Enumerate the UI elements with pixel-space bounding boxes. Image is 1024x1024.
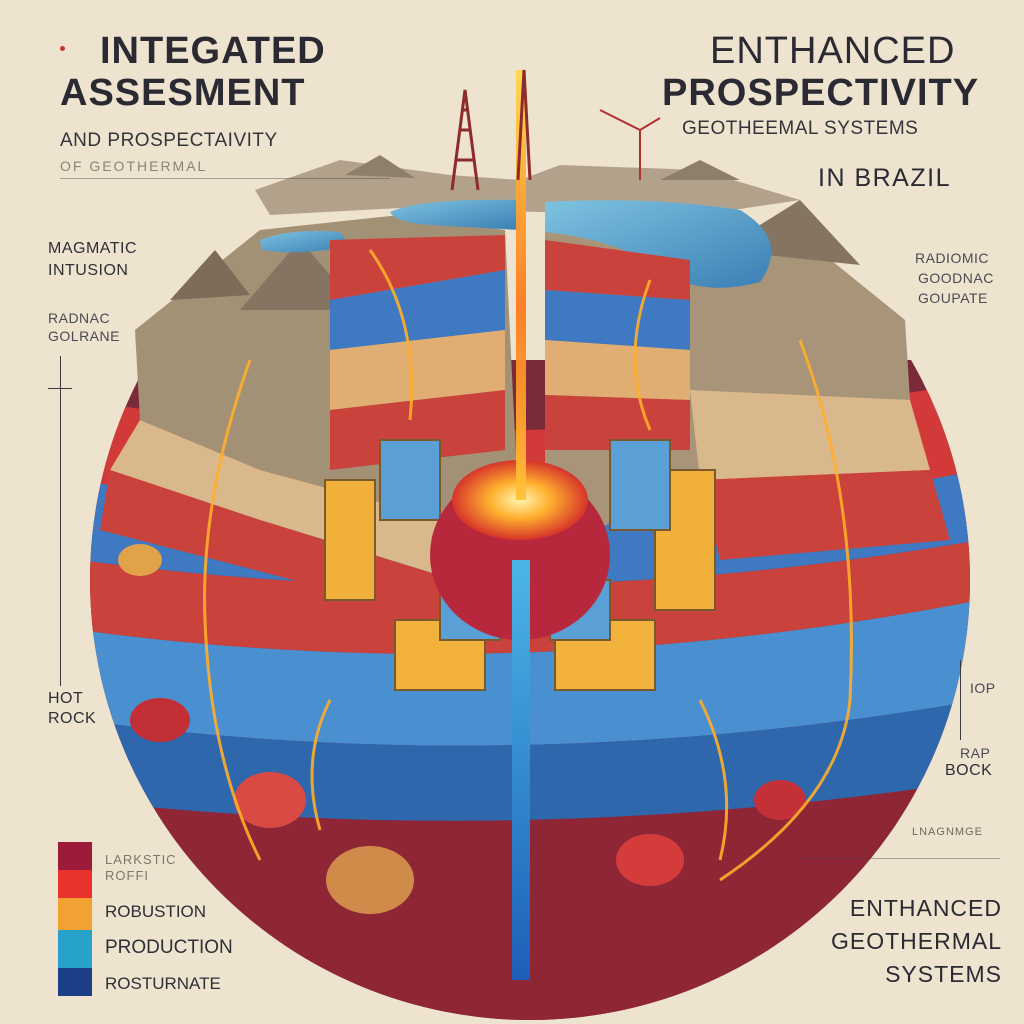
label-faded-line-2: GOLRANE xyxy=(48,328,120,344)
footer-line-2: GEOTHERMAL xyxy=(830,928,1002,954)
right-title-line-1: ENTHANCED xyxy=(710,30,956,72)
legend-item-2: PRODUCTION xyxy=(105,937,233,958)
right-subtitle: GEOTHEEMAL SYSTEMS xyxy=(682,118,919,139)
left-tick-line xyxy=(60,356,61,686)
label-hot-rock-line-2: ROCK xyxy=(48,710,97,727)
label-faded-line-1: RADNAC xyxy=(48,310,111,326)
label-magmatic-line-1: MAGMATIC xyxy=(48,240,138,257)
legend-swatch-2 xyxy=(58,870,92,898)
legend-swatch-1 xyxy=(58,842,92,870)
right-rule xyxy=(800,858,1000,859)
legend-item-1: ROBUSTION xyxy=(105,902,207,921)
label-bock: BOCK xyxy=(945,762,993,779)
label-magmatic-line-2: INTUSION xyxy=(48,262,129,279)
label-radio-line-2: GOODNAC xyxy=(918,270,994,286)
title-dot-icon xyxy=(60,46,65,51)
legend-faded-line-2: ROFFI xyxy=(105,868,149,883)
label-right-faded: LNAGNMGE xyxy=(912,826,983,838)
label-iop: IOP xyxy=(970,680,996,696)
title-faded-line: OF GEOTHERMAL xyxy=(60,158,208,174)
legend-swatch-3 xyxy=(58,898,92,930)
label-hot-rock-line-1: HOT xyxy=(48,690,84,707)
label-rap: RAP xyxy=(960,745,991,761)
left-tick-cap xyxy=(48,388,72,389)
legend-faded-line-1: LARKSTIC xyxy=(105,852,177,867)
legend-swatch-4 xyxy=(58,930,92,968)
footer-line-1: ENTHANCED xyxy=(849,895,1002,921)
right-title-line-2: PROSPECTIVITY xyxy=(662,72,980,114)
label-radio-line-3: GOUPATE xyxy=(918,290,988,306)
legend-item-3: ROSTURNATE xyxy=(105,974,221,993)
title-line-2: ASSESMENT xyxy=(60,72,306,114)
label-radio-line-1: RADIOMIC xyxy=(915,250,989,266)
header-underline-left xyxy=(60,178,390,179)
right-tick-line xyxy=(960,660,961,740)
title-line-1: INTEGATED xyxy=(100,30,326,72)
legend-swatch-5 xyxy=(58,968,92,996)
location-label: IN BRAZIL xyxy=(818,164,951,192)
footer-line-3: SYSTEMS xyxy=(885,961,1002,987)
title-subtitle: AND PROSPECTAIVITY xyxy=(60,130,278,151)
